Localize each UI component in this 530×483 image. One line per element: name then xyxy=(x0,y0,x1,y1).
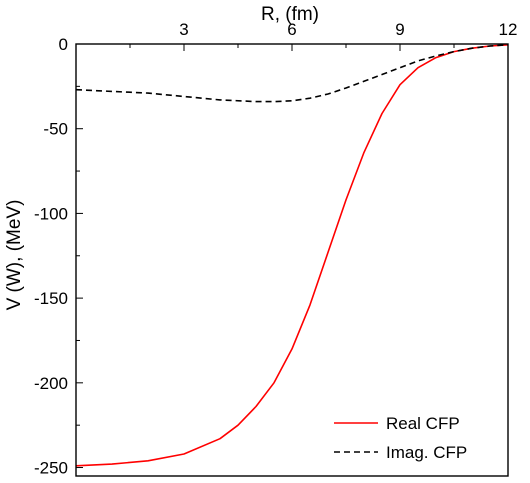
y-tick-label: -250 xyxy=(34,459,68,478)
y-tick-label: -150 xyxy=(34,289,68,308)
x-tick-label: 12 xyxy=(499,20,518,39)
x-axis-title: R, (fm) xyxy=(261,4,319,25)
series-line-real-cfp xyxy=(75,44,509,467)
legend-label-real-cfp: Real CFP xyxy=(386,414,460,433)
legend: Real CFP Imag. CFP xyxy=(334,414,467,462)
y-tick-label: -200 xyxy=(34,374,68,393)
y-tick-label: -50 xyxy=(43,120,68,139)
y-tick-label: 0 xyxy=(59,35,68,54)
x-tick-label: 6 xyxy=(287,20,296,39)
x-tick-label: 9 xyxy=(395,20,404,39)
y-axis-title: V (W), (MeV) xyxy=(4,200,25,311)
series-group xyxy=(75,44,509,467)
legend-label-imag-cfp: Imag. CFP xyxy=(386,443,467,462)
ticks-group: 3 6 9 12 0 -50 -100 -150 -200 -250 xyxy=(34,20,517,478)
plot-frame xyxy=(75,43,509,477)
x-tick-label: 3 xyxy=(179,20,188,39)
series-line-imag-cfp xyxy=(75,44,509,103)
y-tick-label: -100 xyxy=(34,204,68,223)
